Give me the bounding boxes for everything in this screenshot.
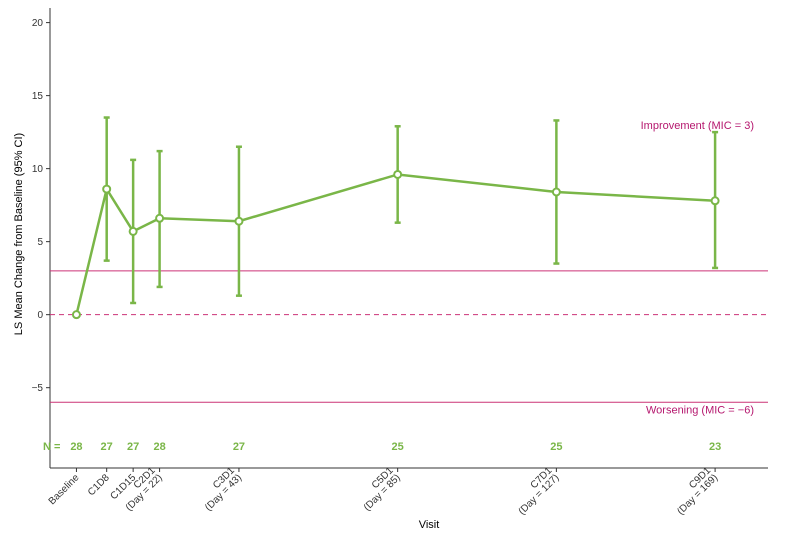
data-point (102, 184, 112, 194)
y-tick-label: 10 (32, 164, 44, 175)
x-tick-label-group: C5D1(Day = 85) (362, 465, 403, 513)
data-point (128, 226, 138, 236)
x-tick-label-group: Baseline (47, 472, 82, 507)
x-tick-label-group: C9D1(Day = 169) (675, 465, 720, 517)
y-tick-label: 5 (37, 237, 43, 248)
y-axis-title: LS Mean Change from Baseline (95% CI) (13, 133, 25, 335)
n-value: 27 (127, 441, 139, 453)
data-point (234, 216, 244, 226)
y-tick-label: 20 (32, 18, 44, 29)
n-label: N = (43, 441, 60, 453)
n-value: 27 (101, 441, 113, 453)
data-point (71, 310, 81, 320)
y-tick-label: −5 (32, 383, 44, 394)
n-value: 25 (550, 441, 562, 453)
n-value: 28 (153, 441, 165, 453)
x-tick-label-group: C3D1(Day = 43) (203, 465, 244, 513)
n-value: 23 (709, 441, 721, 453)
data-point (155, 213, 165, 223)
y-tick-label: 0 (37, 310, 43, 321)
x-tick-label-group: C7D1(Day = 127) (517, 465, 562, 517)
data-point (710, 196, 720, 206)
x-tick-label: Baseline (47, 472, 82, 507)
reference-line-label: Worsening (MIC = −6) (646, 404, 754, 416)
n-value: 25 (392, 441, 404, 453)
n-value: 28 (70, 441, 82, 453)
y-tick-label: 15 (32, 91, 44, 102)
data-point (393, 169, 403, 179)
x-axis-title: Visit (419, 519, 440, 531)
n-value: 27 (233, 441, 245, 453)
series-line (75, 173, 716, 315)
reference-line-label: Improvement (MIC = 3) (641, 120, 754, 132)
data-point (551, 187, 561, 197)
